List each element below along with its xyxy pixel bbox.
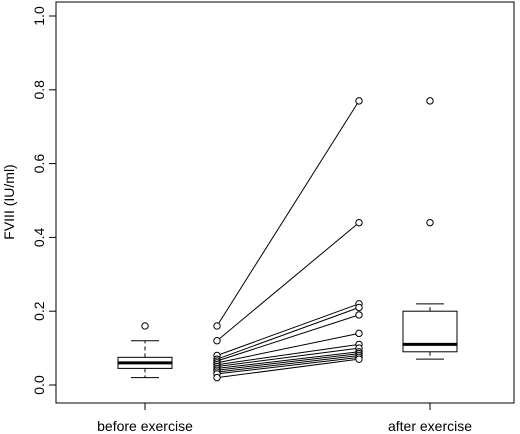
y-tick-label: 0.0 (31, 375, 47, 395)
boxplot (402, 97, 458, 360)
boxplot (117, 322, 173, 379)
y-axis-title: FVIII (IU/ml) (1, 164, 17, 239)
y-tick-label: 0.4 (31, 227, 47, 247)
y-tick-label: 0.2 (31, 301, 47, 321)
pair-line (216, 356, 360, 375)
after-point (355, 311, 363, 319)
outlier-point (141, 322, 149, 330)
before-point (213, 322, 221, 330)
paired-observation (213, 218, 363, 345)
before-point (213, 373, 221, 382)
y-tick-label: 0.8 (31, 80, 47, 100)
pair-line (216, 347, 360, 368)
pair-line (216, 100, 360, 327)
pair-line (216, 332, 360, 364)
pair-line (216, 358, 360, 379)
plot-frame (55, 1, 515, 404)
pair-line (216, 354, 360, 373)
after-point (355, 355, 363, 363)
outlier-point (426, 97, 434, 105)
y-axis: 0.0 0.2 0.4 0.6 0.8 1.0 (31, 6, 56, 395)
pair-line (216, 222, 360, 342)
pair-line (216, 307, 360, 360)
paired-observation (213, 355, 363, 382)
boxplots (117, 97, 458, 379)
pair-line (216, 353, 360, 371)
pair-line (216, 351, 360, 369)
paired-observation (213, 97, 363, 330)
paired-observation (213, 300, 363, 360)
pair-line (216, 314, 360, 362)
pair-line (216, 343, 360, 366)
pair-line (216, 303, 360, 356)
after-point (355, 218, 363, 227)
after-point (355, 303, 363, 312)
x-tick-label: after exercise (388, 418, 472, 434)
y-tick-label: 0.6 (31, 154, 47, 174)
x-axis: before exercise after exercise (97, 403, 472, 434)
x-tick-label: before exercise (97, 418, 193, 434)
after-point (355, 97, 363, 105)
before-point (213, 337, 221, 345)
outlier-point (426, 218, 434, 227)
paired-lines (213, 97, 363, 382)
after-point (355, 329, 363, 338)
y-tick-label: 1.0 (31, 6, 47, 26)
